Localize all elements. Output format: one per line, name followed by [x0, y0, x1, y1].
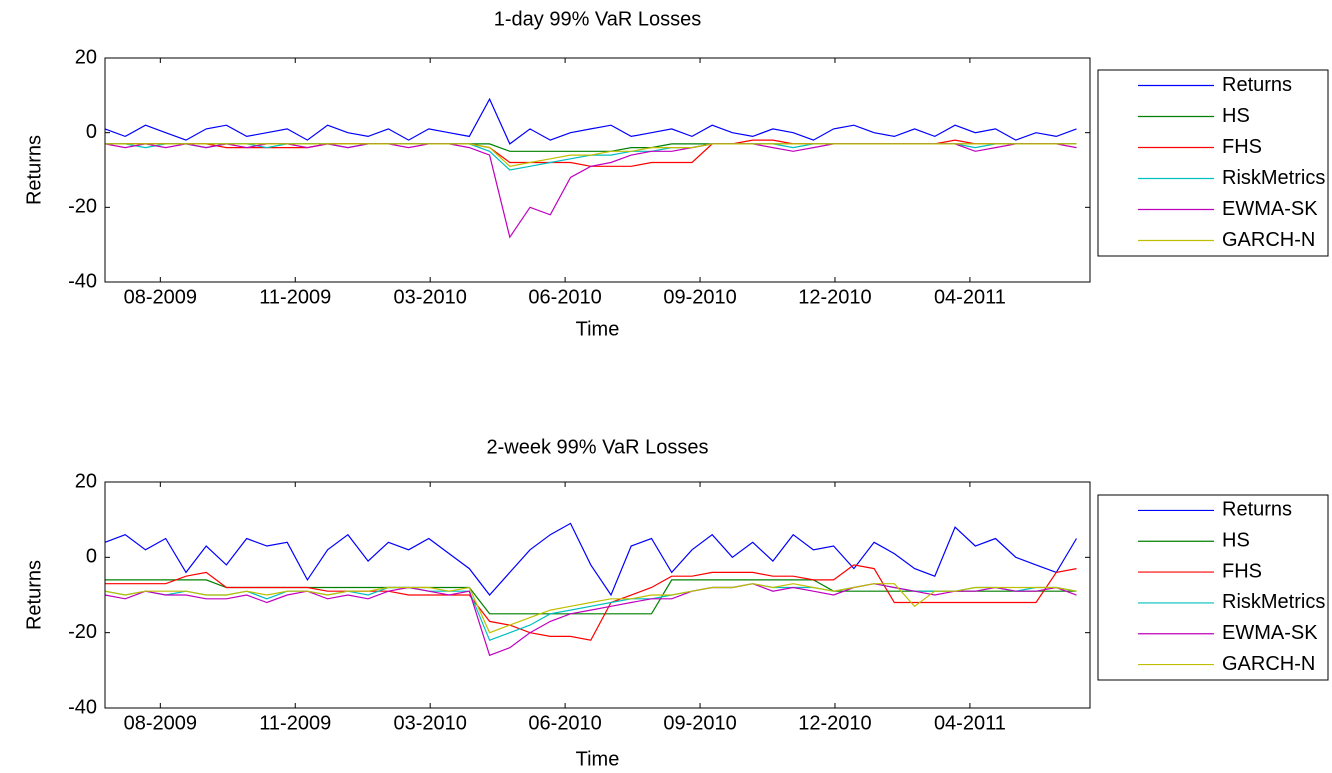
series-line [105, 564, 1077, 641]
y-tick-label: 20 [75, 46, 97, 68]
legend-label: Returns [1222, 499, 1292, 521]
legend-box [1097, 69, 1329, 257]
x-tick-label: 09-2010 [663, 712, 736, 734]
plot-frame [104, 57, 1091, 283]
series-line [104, 583, 1077, 657]
chart-title: 2-week 99% VaR Losses [487, 436, 709, 458]
x-tick-label: 06-2010 [528, 286, 601, 308]
legend-label: HS [1222, 105, 1250, 127]
x-tick-label: 04-2011 [934, 286, 1006, 308]
legend-label: RiskMetrics [1222, 167, 1325, 189]
y-tick-label: -40 [68, 696, 97, 718]
x-tick-label: 06-2010 [528, 712, 601, 734]
legend-label: FHS [1222, 560, 1262, 582]
legend-label: EWMA-SK [1222, 622, 1318, 644]
x-tick-label: 04-2011 [934, 712, 1006, 734]
series-line [104, 522, 1078, 597]
legend-label: GARCH-N [1222, 229, 1315, 251]
y-tick-label: -20 [68, 621, 97, 643]
x-tick-label: 12-2010 [798, 286, 871, 308]
legend-label: GARCH-N [1222, 653, 1315, 675]
plot-frame [104, 481, 1091, 709]
y-axis-label: Returns [23, 135, 45, 205]
x-tick-label: 11-2009 [259, 712, 331, 734]
legend-label: EWMA-SK [1222, 198, 1318, 220]
x-tick-label: 08-2009 [124, 712, 197, 734]
x-tick-label: 12-2010 [798, 712, 871, 734]
legend-label: HS [1222, 530, 1250, 552]
series-line [105, 143, 1077, 167]
series-line [104, 143, 1077, 239]
y-tick-label: 0 [86, 121, 97, 143]
y-tick-label: -40 [68, 270, 97, 292]
chart-title: 1-day 99% VaR Losses [494, 8, 702, 30]
x-tick-label: 09-2010 [663, 286, 736, 308]
x-axis-label: Time [576, 748, 620, 770]
y-tick-label: -20 [68, 196, 97, 218]
x-tick-label: 03-2010 [393, 712, 466, 734]
legend-label: FHS [1222, 136, 1262, 158]
x-tick-label: 11-2009 [259, 286, 331, 308]
x-tick-label: 03-2010 [393, 286, 466, 308]
legend-label: Returns [1222, 74, 1292, 96]
x-axis-label: Time [576, 318, 620, 340]
y-tick-label: 0 [86, 546, 97, 568]
legend-label: RiskMetrics [1222, 591, 1325, 613]
series-line [104, 583, 1077, 634]
x-tick-label: 08-2009 [124, 286, 197, 308]
series-line [104, 97, 1077, 145]
legend-box [1097, 494, 1329, 681]
y-axis-label: Returns [23, 560, 45, 630]
y-tick-label: 20 [75, 470, 97, 492]
